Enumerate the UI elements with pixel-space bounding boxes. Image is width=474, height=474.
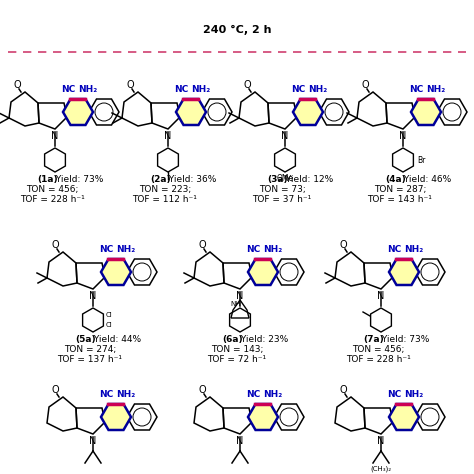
Text: OMe: OMe <box>276 174 293 183</box>
Text: TON = 456;: TON = 456; <box>26 185 78 194</box>
Text: O: O <box>243 80 251 90</box>
Text: N: N <box>51 131 59 141</box>
Text: Yield: 44%: Yield: 44% <box>91 335 141 344</box>
Text: (2a): (2a) <box>150 175 171 184</box>
Text: NH₂: NH₂ <box>404 245 424 254</box>
Text: 240 °C, 2 h: 240 °C, 2 h <box>203 25 271 35</box>
Text: NH₂: NH₂ <box>404 390 424 399</box>
Text: N: N <box>164 131 172 141</box>
Text: NH₂: NH₂ <box>427 85 446 94</box>
Text: N: N <box>237 436 244 446</box>
Text: N: N <box>377 436 385 446</box>
Polygon shape <box>248 259 278 285</box>
Text: N: N <box>237 291 244 301</box>
Text: TON = 223;: TON = 223; <box>139 185 191 194</box>
Polygon shape <box>101 259 131 285</box>
Text: N: N <box>399 131 407 141</box>
Text: NH₂: NH₂ <box>117 390 136 399</box>
Text: NC: NC <box>387 245 401 254</box>
Text: TON = 73;: TON = 73; <box>259 185 305 194</box>
Text: (5a): (5a) <box>75 335 96 344</box>
Text: NC: NC <box>291 85 305 94</box>
Text: O: O <box>13 80 21 90</box>
Text: TOF = 143 h⁻¹: TOF = 143 h⁻¹ <box>367 195 432 204</box>
Text: NC: NC <box>174 85 188 94</box>
Text: TOF = 37 h⁻¹: TOF = 37 h⁻¹ <box>252 195 311 204</box>
Polygon shape <box>63 99 93 125</box>
Polygon shape <box>389 259 419 285</box>
Polygon shape <box>101 404 131 430</box>
Text: NC: NC <box>409 85 423 94</box>
Text: NH₂: NH₂ <box>78 85 98 94</box>
Text: (4a): (4a) <box>385 175 406 184</box>
Text: (7a): (7a) <box>363 335 384 344</box>
Text: TON = 143;: TON = 143; <box>211 345 263 354</box>
Text: O: O <box>339 385 347 395</box>
Text: O: O <box>51 240 59 250</box>
Text: TOF = 112 h⁻¹: TOF = 112 h⁻¹ <box>133 195 198 204</box>
Text: NC: NC <box>99 245 113 254</box>
Text: (3a): (3a) <box>267 175 288 184</box>
Polygon shape <box>411 99 441 125</box>
Text: Yield: 12%: Yield: 12% <box>283 175 333 184</box>
Text: TOF = 72 h⁻¹: TOF = 72 h⁻¹ <box>208 355 266 364</box>
Text: O: O <box>361 80 369 90</box>
Polygon shape <box>176 99 206 125</box>
Text: TON = 287;: TON = 287; <box>374 185 426 194</box>
Text: O: O <box>339 240 347 250</box>
Text: Yield: 23%: Yield: 23% <box>238 335 288 344</box>
Text: O: O <box>126 80 134 90</box>
Text: N: N <box>89 291 97 301</box>
Text: Br: Br <box>417 155 425 164</box>
Text: NH₂: NH₂ <box>117 245 136 254</box>
Text: NC: NC <box>246 390 260 399</box>
Text: O: O <box>198 240 206 250</box>
Text: NH: NH <box>231 301 241 307</box>
Text: NH₂: NH₂ <box>264 390 283 399</box>
Text: O: O <box>198 385 206 395</box>
Text: (6a): (6a) <box>222 335 243 344</box>
Text: TON = 274;: TON = 274; <box>64 345 116 354</box>
Text: NC: NC <box>99 390 113 399</box>
Text: TON = 456;: TON = 456; <box>352 345 404 354</box>
Text: NC: NC <box>246 245 260 254</box>
Text: NH₂: NH₂ <box>264 245 283 254</box>
Text: TOF = 228 h⁻¹: TOF = 228 h⁻¹ <box>346 355 410 364</box>
Text: TOF = 228 h⁻¹: TOF = 228 h⁻¹ <box>19 195 84 204</box>
Text: NC: NC <box>61 85 75 94</box>
Polygon shape <box>293 99 323 125</box>
Text: NH₂: NH₂ <box>191 85 210 94</box>
Text: Yield: 36%: Yield: 36% <box>166 175 216 184</box>
Text: NH₂: NH₂ <box>309 85 328 94</box>
Text: N: N <box>377 291 385 301</box>
Text: Cl: Cl <box>106 312 113 318</box>
Text: Yield: 73%: Yield: 73% <box>379 335 429 344</box>
Text: Yield: 73%: Yield: 73% <box>53 175 103 184</box>
Text: O: O <box>51 385 59 395</box>
Polygon shape <box>389 404 419 430</box>
Text: N: N <box>89 436 97 446</box>
Text: Cl: Cl <box>106 322 113 328</box>
Text: (CH₃)₂: (CH₃)₂ <box>371 465 392 472</box>
Text: TOF = 137 h⁻¹: TOF = 137 h⁻¹ <box>57 355 122 364</box>
Text: N: N <box>281 131 289 141</box>
Text: Yield: 46%: Yield: 46% <box>401 175 451 184</box>
Text: NC: NC <box>387 390 401 399</box>
Polygon shape <box>248 404 278 430</box>
Text: (1a): (1a) <box>37 175 58 184</box>
